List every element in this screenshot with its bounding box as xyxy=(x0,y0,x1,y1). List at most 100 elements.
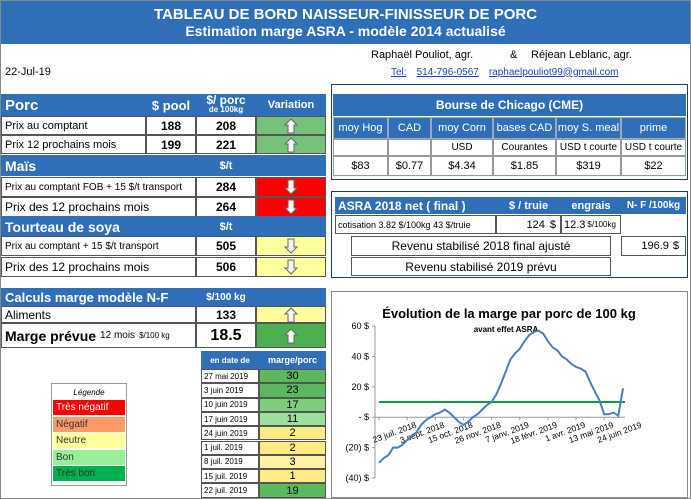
legend-item: Bon xyxy=(53,449,125,465)
value-cell: 18.5 xyxy=(196,323,256,348)
author: Raphaël Pouliot, agr. xyxy=(371,49,474,61)
row-label: Revenu stabilisé 2018 final ajusté xyxy=(351,236,611,256)
variation-cell xyxy=(256,177,326,197)
arrow-icon xyxy=(283,136,299,152)
column-header: moy S. meal xyxy=(556,117,621,139)
variation-cell xyxy=(256,236,326,256)
history-value: 2 xyxy=(259,426,326,441)
chart: Évolution de la marge par porc de 100 kg… xyxy=(331,291,688,498)
y-tick-label: 20 $ xyxy=(351,382,369,392)
contact: Tel: 514-796-0567 raphaelpouliot99@gmail.c… xyxy=(391,64,651,80)
variation-cell xyxy=(256,306,326,323)
legend-title: Légende xyxy=(73,387,105,397)
unit-cell xyxy=(388,139,431,156)
variation-cell xyxy=(256,116,326,135)
unit-cell: USD t courte xyxy=(556,139,621,156)
value-cell: $1.85 xyxy=(493,156,556,176)
panel-frame xyxy=(331,191,688,278)
column-header: $ pool xyxy=(146,94,196,116)
value: 12.3 xyxy=(564,218,586,231)
history-date: 24 juin 2019 xyxy=(201,426,259,441)
history-date: 15 juil. 2019 xyxy=(201,469,259,484)
history-value: 19 xyxy=(259,483,326,498)
row-label: cotisation 3.82 $/100kg 43 $/truie xyxy=(335,215,496,234)
arrow xyxy=(283,259,299,275)
value-cell: $4.34 xyxy=(431,156,493,176)
value-cell: 264 xyxy=(196,197,256,217)
variation-cell xyxy=(256,135,326,154)
column-header: prime xyxy=(621,117,686,139)
history-value: 2 xyxy=(259,440,326,455)
arrow xyxy=(283,179,299,195)
row-label: Prix au comptant FOB + 15 $/t transport xyxy=(1,177,196,197)
arrow-icon xyxy=(283,327,299,343)
column-header: $ / truie xyxy=(496,197,561,214)
history-value: 30 xyxy=(259,369,326,384)
arrow-icon xyxy=(283,199,299,215)
phone: 514-796-0567 xyxy=(416,66,479,78)
column-header: marge/porc xyxy=(259,351,326,369)
legend-item: Très bon xyxy=(53,466,125,481)
row-label: Prix 12 prochains mois xyxy=(1,135,146,154)
history-value: 11 xyxy=(259,411,326,427)
arrow xyxy=(283,238,299,254)
history-date: 27 mai 2019 xyxy=(201,369,259,384)
arrow xyxy=(283,307,299,322)
arrow-icon xyxy=(283,259,299,275)
variation-cell xyxy=(256,197,326,217)
y-tick-label: (20) $ xyxy=(345,443,369,453)
header-filler xyxy=(256,155,326,176)
column-header: bases CAD xyxy=(493,117,556,139)
header-filler xyxy=(256,288,326,306)
arrow-icon xyxy=(283,238,299,254)
panel-frame xyxy=(331,84,688,180)
row-label: Prix des 12 prochains mois xyxy=(1,257,196,277)
marge-note: 12 mois xyxy=(100,330,136,341)
arrow xyxy=(283,327,299,343)
chart-frame xyxy=(331,291,688,498)
unit-cell xyxy=(333,139,388,156)
value-cell: 506 xyxy=(196,257,256,277)
unit: $/100kg xyxy=(587,220,616,229)
history-date: 10 juin 2019 xyxy=(201,397,259,412)
unit-cell: USD xyxy=(431,139,493,156)
value-cell: $83 xyxy=(333,156,388,176)
legend-item: Très négatif xyxy=(53,400,125,415)
unit: $ xyxy=(549,218,556,231)
history-value: 1 xyxy=(259,469,326,484)
column-header: CAD xyxy=(388,117,431,139)
value-cell: 208 xyxy=(196,116,256,135)
y-tick-label: 40 $ xyxy=(351,351,369,361)
arrow xyxy=(283,117,299,133)
value-cell: 12.3 $/100kg xyxy=(561,215,621,234)
row-label: Prix au comptant xyxy=(1,116,146,135)
value-cell: 124 $ xyxy=(496,215,561,234)
marge-unit: $/100 kg xyxy=(139,331,170,340)
column-header: $/ porc de 100kg xyxy=(196,94,256,116)
value-cell: 284 xyxy=(196,177,256,197)
value-cell: 505 xyxy=(196,236,256,256)
value-cell: $22 xyxy=(621,156,686,176)
row-label: Marge prévue 12 mois $/100 kg xyxy=(1,323,196,348)
history-date: 3 juin 2019 xyxy=(201,383,259,398)
legend-item: Négatif xyxy=(53,416,125,432)
column-header-unit: de 100kg xyxy=(208,105,244,114)
arrow-icon xyxy=(283,117,299,133)
column-header: $/t xyxy=(196,155,256,176)
column-header-line: $/ porc xyxy=(206,94,246,107)
row-label: Prix au comptant + 15 $/t transport xyxy=(1,236,196,256)
value-cell: 196.9 $ xyxy=(621,236,686,256)
date: 22-Jul-19 xyxy=(5,66,51,78)
y-tick-label: 60 $ xyxy=(351,321,369,331)
unit: $ xyxy=(672,240,679,252)
column-header: ASRA 2018 net ( final ) xyxy=(335,197,496,214)
author: Réjean Leblanc, agr. xyxy=(531,49,632,61)
tel-label: Tel: xyxy=(391,66,407,78)
unit-cell: Courantes xyxy=(493,139,556,156)
value-cell: 188 xyxy=(146,116,196,135)
value: 196.9 xyxy=(641,240,669,252)
row-label: Revenu stabilisé 2019 prévu xyxy=(351,257,611,276)
row-label: Aliments xyxy=(1,306,196,323)
legend-item: Neutre xyxy=(53,433,125,448)
